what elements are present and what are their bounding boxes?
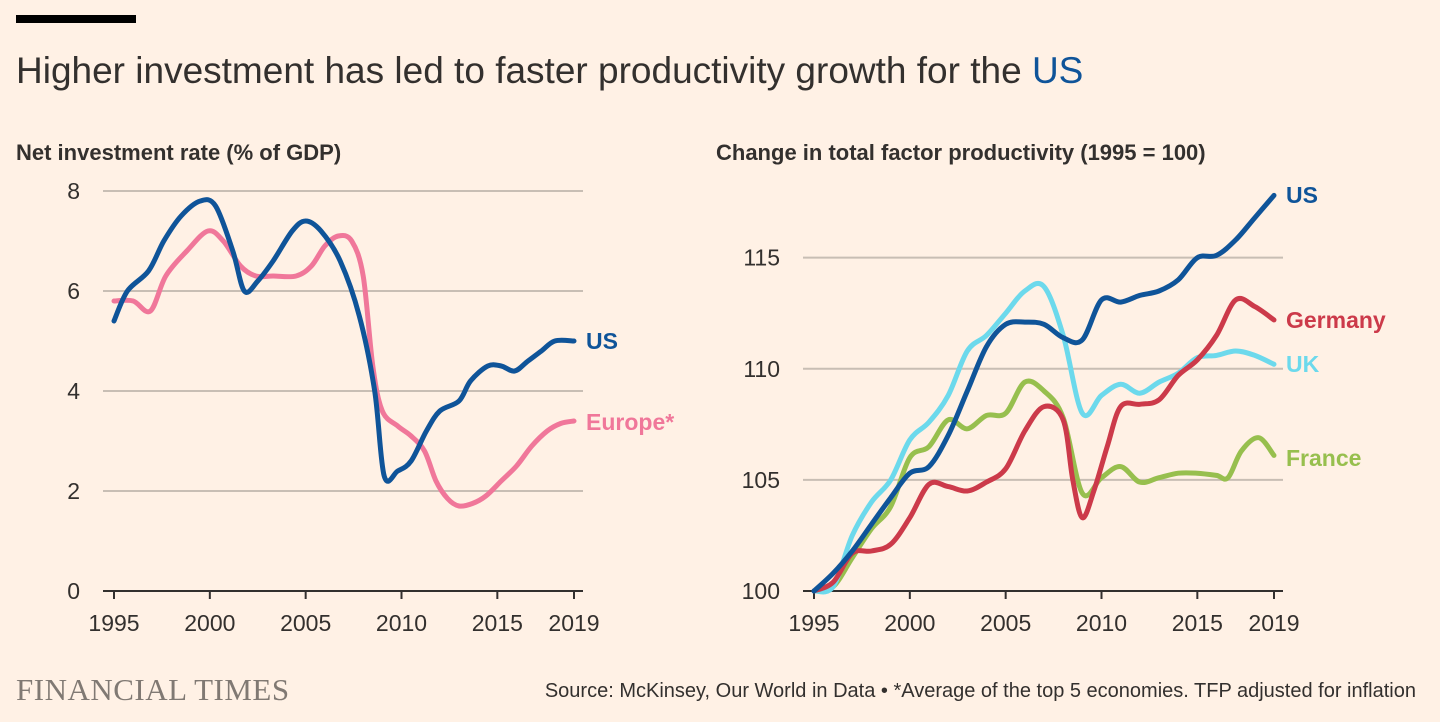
right-x-tick-label: 2005 (980, 610, 1031, 636)
left-y-tick-label: 2 (67, 478, 80, 504)
left-axes: 0 2 4 6 8 1995 2000 2005 2010 2015 2019 (67, 178, 599, 636)
left-y-tick-label: 6 (67, 278, 80, 304)
right-axes: 100 105 110 115 1995 2000 2005 2010 2015 2019 (742, 245, 1300, 636)
right-x-tick-label: 2019 (1248, 610, 1299, 636)
left-series-label-us: US (586, 328, 618, 354)
left-x-tick-label: 2005 (280, 610, 331, 636)
left-chart-title: Net investment rate (% of GDP) (16, 140, 342, 165)
left-x-tick-label: 2010 (376, 610, 427, 636)
right-x-tick-label: 1995 (788, 610, 839, 636)
left-y-tick-label: 4 (67, 378, 80, 404)
right-x-tick-label: 2010 (1076, 610, 1127, 636)
left-y-tick-label: 0 (67, 578, 80, 604)
left-x-tick-label: 1995 (88, 610, 139, 636)
left-series-line-us (111, 197, 577, 484)
headline: Higher investment has led to faster prod… (16, 48, 1083, 94)
right-series-label-uk: UK (1286, 351, 1320, 377)
tfp-chart: 100 105 110 115 1995 2000 2005 2010 2015 2019 US Ge… (742, 182, 1386, 636)
right-series-line-germany (811, 295, 1277, 594)
headline-highlight: US (1031, 50, 1084, 91)
right-series-label-us: US (1286, 182, 1318, 208)
right-series-line-us (811, 192, 1277, 594)
left-y-tick-label: 8 (67, 178, 80, 204)
right-series-label-france: France (1286, 445, 1361, 471)
left-gridlines (103, 190, 583, 492)
left-series-lines (111, 197, 577, 509)
right-gridlines (803, 256, 1283, 481)
right-series-labels: US Germany UK France (1286, 182, 1386, 471)
right-series-lines (811, 192, 1277, 595)
left-series-line-europe (111, 228, 577, 509)
left-x-tick-label: 2000 (184, 610, 235, 636)
right-series-label-germany: Germany (1286, 307, 1386, 333)
left-x-tick-label: 2019 (548, 610, 599, 636)
right-series-line-france (811, 378, 1277, 594)
source-note: Source: McKinsey, Our World in Data • *A… (544, 680, 1416, 702)
right-y-tick-label: 100 (742, 578, 780, 604)
brand-logo: FINANCIAL TIMES (16, 672, 290, 707)
right-y-tick-label: 105 (742, 467, 780, 493)
right-y-tick-label: 110 (743, 356, 780, 382)
right-x-tick-label: 2015 (1172, 610, 1223, 636)
left-series-label-europe: Europe* (586, 409, 674, 435)
left-x-tick-label: 2015 (472, 610, 523, 636)
investment-rate-chart: 0 2 4 6 8 1995 2000 2005 2010 2015 2019 US Europe* (67, 178, 674, 636)
ft-top-bar (16, 15, 136, 23)
right-x-tick-label: 2000 (884, 610, 935, 636)
right-y-tick-label: 115 (743, 245, 780, 271)
left-series-labels: US Europe* (586, 328, 674, 435)
headline-text: Higher investment has led to faster prod… (16, 50, 1032, 91)
right-series-line-uk (811, 281, 1277, 595)
right-chart-title: Change in total factor productivity (199… (716, 140, 1206, 165)
